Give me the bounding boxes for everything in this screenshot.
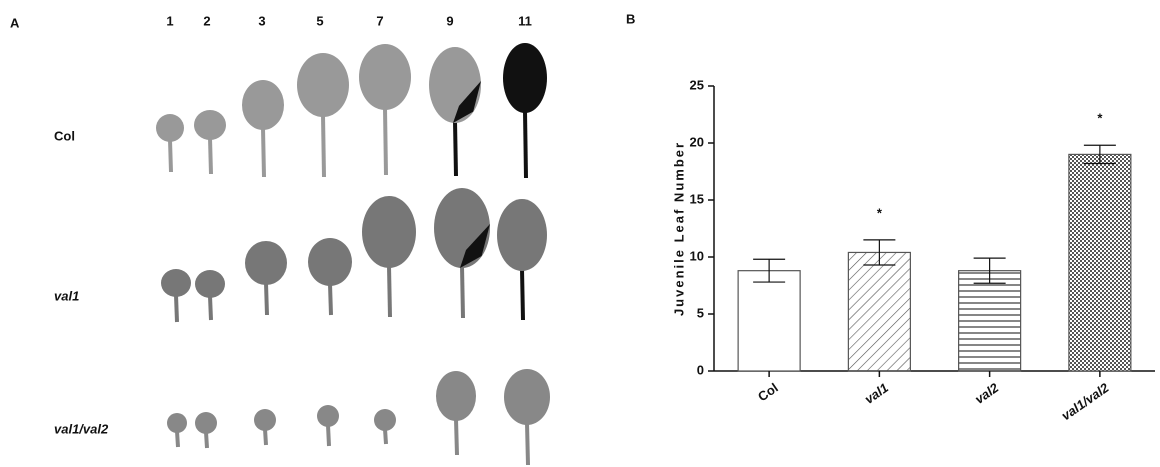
significance-mark: * [877, 205, 883, 220]
leaf-stem [460, 265, 465, 319]
bar [1068, 153, 1132, 372]
leaf-number: 1 [166, 13, 173, 28]
x-tick-label: val2 [972, 380, 1002, 407]
leaf-blade [195, 270, 225, 298]
leaf-blade [504, 369, 550, 425]
leaf-blade [374, 409, 396, 431]
leaf-number: 11 [518, 13, 532, 28]
x-tick-label: val1/val2 [1059, 380, 1113, 424]
leaf-stem [321, 114, 326, 178]
y-tick-label: 0 [697, 362, 704, 377]
leaf-number: 2 [203, 13, 210, 28]
x-tick-label: val1 [862, 380, 891, 407]
leaf-stem [204, 431, 209, 449]
leaf-number: 5 [316, 13, 323, 28]
y-tick-label: 20 [690, 134, 704, 149]
panel-label: A [10, 15, 20, 30]
leaf-blade [297, 53, 349, 117]
leaf-stem [387, 265, 392, 318]
leaf-stem [523, 110, 528, 179]
leaf-stem [208, 137, 213, 175]
leaf-stem [326, 424, 331, 447]
leaf-blade [167, 413, 187, 433]
leaf-blade [195, 412, 217, 434]
leaf-blade [254, 409, 276, 431]
leaf-stem [168, 139, 173, 173]
bar [958, 270, 1022, 372]
leaf-stem [454, 418, 459, 456]
leaf-stem [175, 430, 180, 448]
leaf-blade [362, 196, 416, 268]
leaf-stem [263, 428, 268, 446]
y-tick-label: 10 [690, 248, 704, 263]
leaf-blade [497, 199, 547, 271]
leaf-stem [328, 283, 333, 316]
leaf-blade [436, 371, 476, 421]
leaf-blade [245, 241, 287, 285]
bar [737, 270, 801, 372]
leaf-stem [383, 428, 388, 445]
leaf-blade [156, 114, 184, 142]
leaf-stem [208, 295, 213, 321]
leaf-adult-part [453, 81, 481, 123]
y-tick-label: 15 [690, 191, 704, 206]
leaf-number: 3 [258, 13, 265, 28]
panel-label: B [626, 11, 635, 26]
leaf-blade [161, 269, 191, 297]
leaf-blade [194, 110, 226, 140]
leaf-number: 9 [446, 13, 453, 28]
leaf-blade [308, 238, 352, 286]
leaf-panel: 1 2 3 5 7 9 11 Col val1 val1/val2 [54, 13, 550, 466]
x-tick-label: Col [755, 380, 781, 404]
leaf-stem [261, 127, 266, 178]
leaf-stem [525, 422, 530, 466]
genotype-label: Col [54, 128, 75, 143]
leaf-number: 7 [376, 13, 383, 28]
y-tick-label: 25 [690, 77, 704, 92]
leaf-stem [520, 268, 525, 321]
leaf-blade [503, 43, 547, 113]
leaf-blade [242, 80, 284, 130]
genotype-label: val1/val2 [54, 421, 109, 436]
leaf-stem [264, 282, 269, 316]
significance-mark: * [1097, 111, 1103, 126]
bar [847, 251, 911, 372]
genotype-label: val1 [54, 288, 79, 303]
leaf-adult-part [460, 224, 490, 268]
leaf-blade [359, 44, 411, 110]
leaf-stem [174, 294, 179, 323]
y-axis-label: Juvenile Leaf Number [671, 141, 686, 316]
leaf-stem [383, 107, 388, 176]
bar-chart: 0 5 10 15 20 25 Juvenile Leaf Number Col val1 * va… [671, 77, 1155, 423]
y-tick-label: 5 [697, 305, 704, 320]
leaf-stem [453, 120, 458, 177]
leaf-blade [317, 405, 339, 427]
